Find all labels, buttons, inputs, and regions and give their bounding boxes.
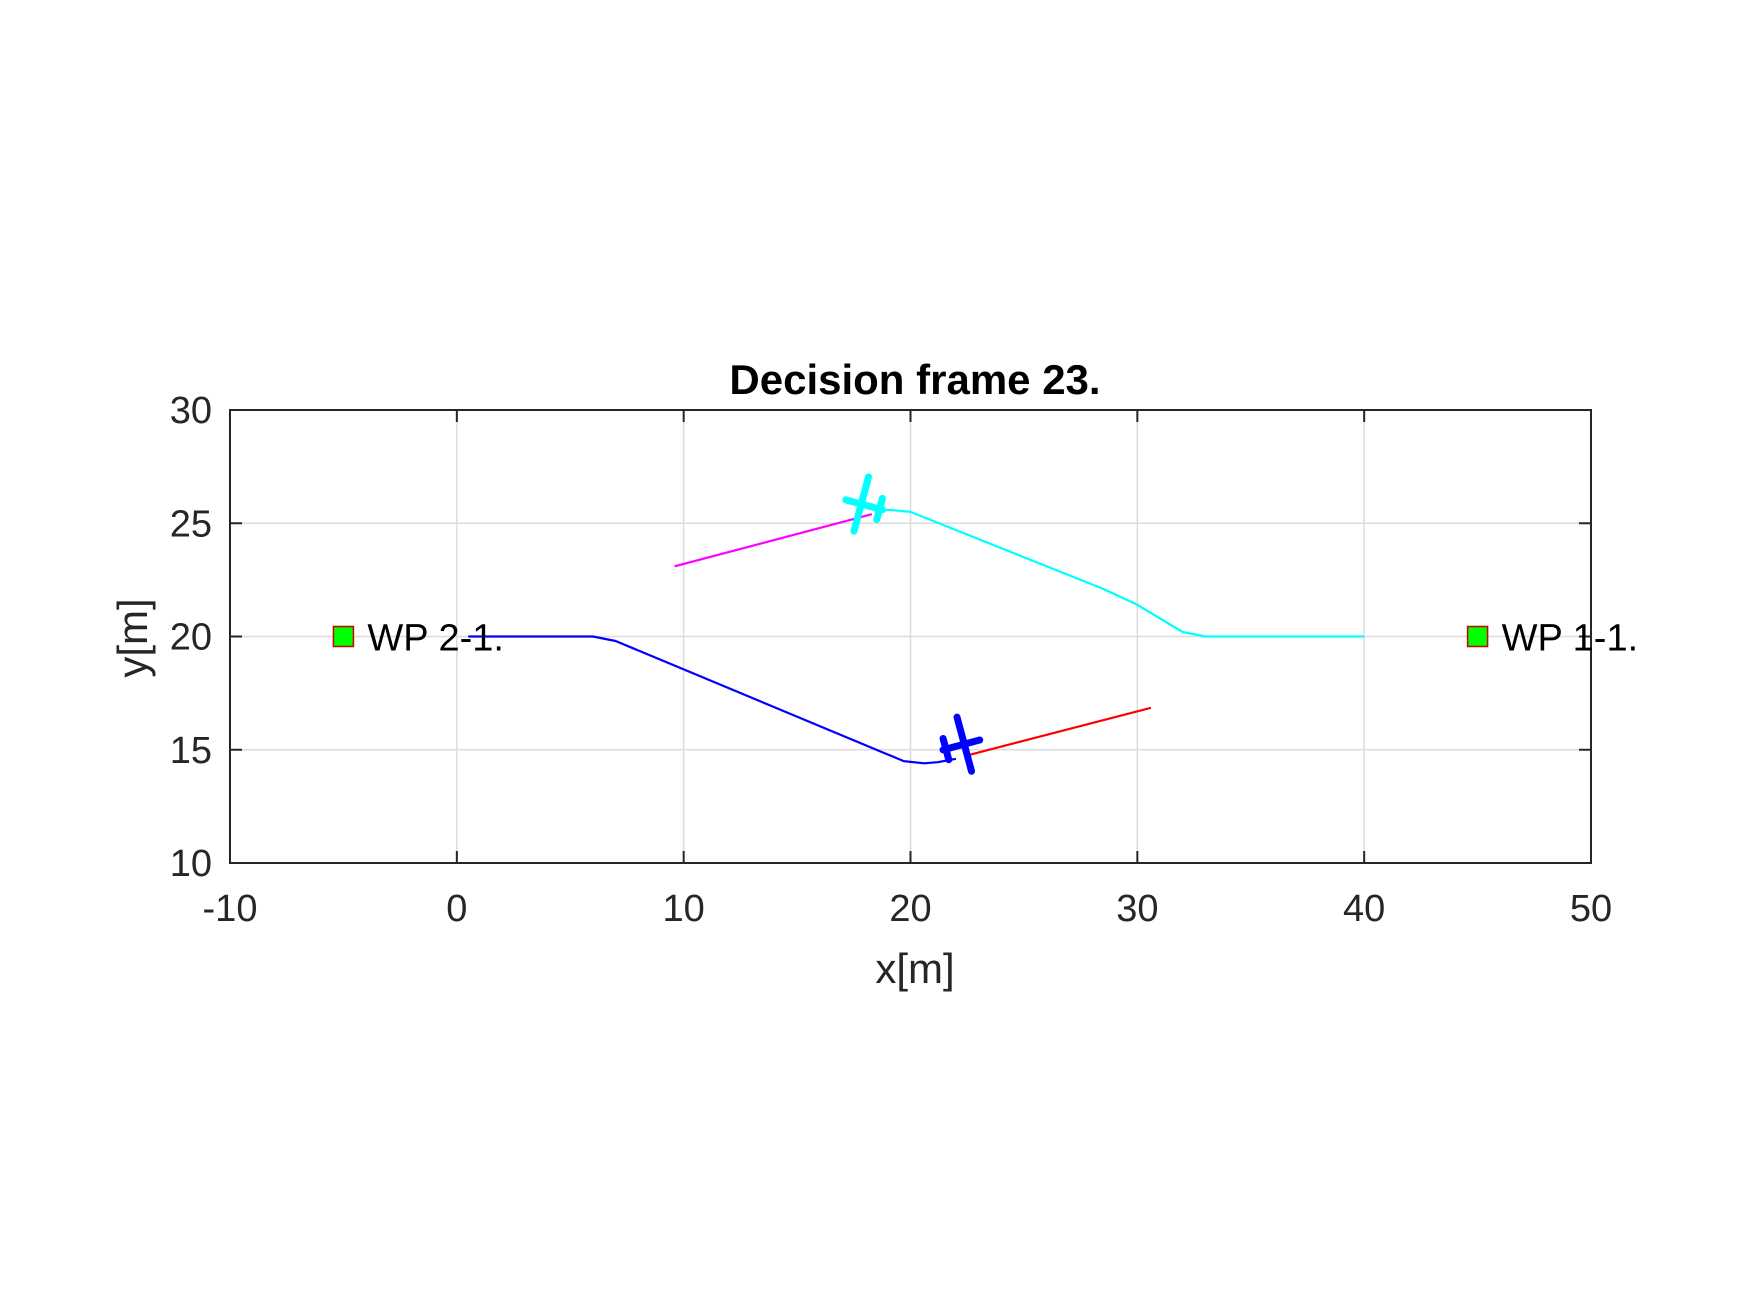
- x-tick-label: 0: [446, 888, 467, 930]
- y-tick-label: 30: [170, 390, 212, 432]
- aircraft-tail: [939, 734, 953, 764]
- uav1-path-line: [876, 508, 1365, 638]
- uav1-projection-line: [674, 513, 873, 568]
- waypoint-marker: [332, 625, 355, 648]
- waypoint-label: WP 2-1.: [367, 618, 504, 660]
- x-tick-label: 10: [663, 888, 705, 930]
- aircraft-icon: [842, 473, 886, 535]
- markers: WP 2-1. WP 1-1.: [332, 473, 1639, 775]
- x-tick-label: 40: [1343, 888, 1385, 930]
- x-tick-label: 30: [1116, 888, 1158, 930]
- y-tick-label: 10: [170, 843, 212, 885]
- aircraft-wing: [953, 713, 976, 775]
- x-tick-label: -10: [203, 888, 258, 930]
- y-tick-label: 15: [170, 730, 212, 772]
- chart-title: Decision frame 23.: [729, 356, 1100, 403]
- uav2-projection-line: [966, 706, 1152, 757]
- x-axis-label: x[m]: [875, 945, 954, 992]
- aircraft-wing: [850, 473, 872, 535]
- x-tick-label: 50: [1570, 888, 1612, 930]
- aircraft-tail: [873, 494, 886, 524]
- y-tick-label: 25: [170, 503, 212, 545]
- aircraft-icon: [939, 713, 984, 775]
- waypoint-marker: [1466, 625, 1489, 648]
- tick-labels: -10 0 10 20 30 40 50 10 15 20 25 30: [170, 390, 1612, 930]
- axes-box: [229, 409, 1592, 864]
- y-tick-label: 20: [170, 617, 212, 659]
- trajectory-series: [468, 508, 1365, 765]
- y-axis-label: y[m]: [109, 598, 156, 677]
- waypoint-label: WP 1-1.: [1502, 618, 1639, 660]
- uav2-path-line: [468, 635, 957, 765]
- x-tick-label: 20: [889, 888, 931, 930]
